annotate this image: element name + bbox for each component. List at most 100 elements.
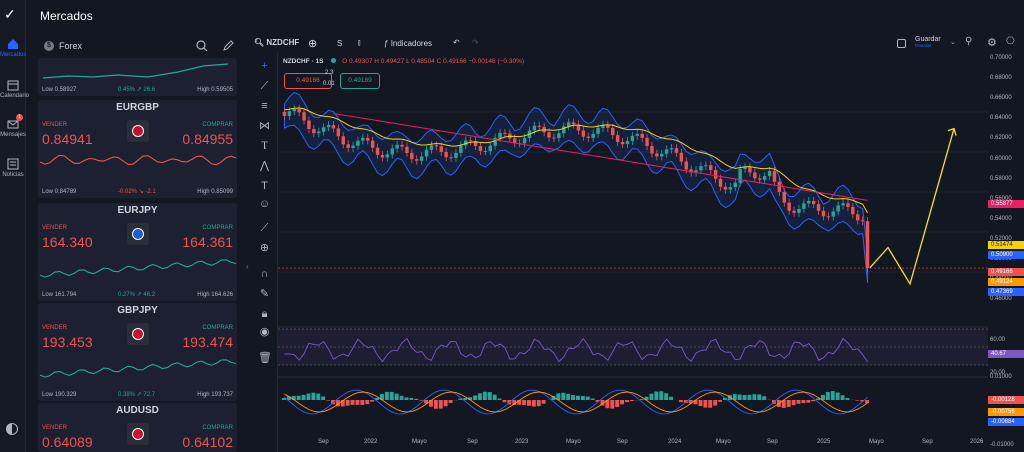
macd-bar bbox=[531, 400, 536, 407]
macd-bar bbox=[458, 398, 463, 400]
candle bbox=[591, 133, 595, 138]
change-value: 0.38% ↗ 72.7 bbox=[118, 392, 156, 398]
candle bbox=[792, 210, 796, 213]
camera-icon[interactable]: ⎔ bbox=[1006, 36, 1015, 47]
buy-price-button[interactable]: 193.474 bbox=[182, 334, 233, 350]
mini-chart bbox=[39, 154, 237, 166]
price-tick: 0.66000 bbox=[990, 95, 1012, 102]
quick-search-icon[interactable]: ⚲ bbox=[965, 36, 973, 47]
top-card-partial[interactable]: Low 0.58927 0.45% ↗ 26.6 High 0.59505 bbox=[38, 58, 237, 96]
candle bbox=[772, 170, 777, 182]
layout-checkbox[interactable] bbox=[897, 39, 906, 48]
theme-toggle-icon[interactable] bbox=[6, 423, 18, 435]
macd-bar bbox=[585, 396, 590, 400]
pair-flag-icon bbox=[127, 120, 149, 142]
macd-bar bbox=[463, 397, 468, 400]
price-chart[interactable] bbox=[278, 52, 988, 452]
change-value: 0.27% ↗ 46.2 bbox=[118, 292, 156, 298]
market-card-gbpjpy[interactable]: GBPJPY VENDER COMPRAR 193.453 193.474 Low 190… bbox=[38, 303, 237, 401]
pattern-icon[interactable]: ⋀ bbox=[259, 160, 270, 172]
trash-icon[interactable]: 🗑︎ bbox=[258, 352, 272, 364]
candle bbox=[699, 166, 703, 171]
sell-price-button[interactable]: 0.84941 bbox=[42, 131, 93, 147]
time-tick: 2025 bbox=[817, 439, 831, 445]
market-card-eurgbp[interactable]: EURGBP VENDER COMPRAR 0.84941 0.84955 Low 0.8… bbox=[38, 100, 237, 198]
undo-icon[interactable]: ↶ bbox=[453, 38, 460, 47]
macd-line bbox=[284, 389, 868, 415]
rsi-band bbox=[278, 329, 988, 365]
save-button[interactable]: Guardar Guardar bbox=[915, 36, 941, 48]
emoji-icon[interactable]: ☺ bbox=[258, 198, 271, 210]
add-symbol-icon[interactable]: ⊕ bbox=[308, 38, 318, 50]
search-icon[interactable] bbox=[196, 40, 208, 52]
market-card-eurjpy[interactable]: EURJPY VENDER COMPRAR 164.340 164.361 Low 161… bbox=[38, 203, 237, 301]
market-card-audusd[interactable]: AUDUSD VENDER COMPRAR 0.64089 0.64102 bbox=[38, 403, 237, 452]
rail-item-noticias[interactable]: Noticias bbox=[0, 158, 26, 178]
interval-button[interactable]: S bbox=[337, 39, 343, 48]
buy-quote-button[interactable]: 0.49189 bbox=[340, 73, 380, 89]
forex-section-header[interactable]: $ Forex bbox=[44, 41, 82, 51]
candle bbox=[650, 145, 654, 154]
ruler-icon[interactable]: ⟋ bbox=[260, 222, 269, 234]
eye-icon[interactable]: ◉ bbox=[259, 326, 270, 338]
buy-label: COMPRAR bbox=[202, 325, 233, 331]
chevron-down-icon[interactable]: ⌄ bbox=[950, 39, 956, 46]
candle bbox=[341, 136, 345, 145]
app-logo: ✓ bbox=[4, 6, 16, 22]
trendline-icon[interactable]: ⟋ bbox=[260, 80, 269, 92]
candle bbox=[816, 204, 821, 211]
text-icon[interactable]: T bbox=[261, 180, 268, 192]
candle bbox=[655, 153, 659, 157]
macd-bar bbox=[384, 391, 389, 400]
candle bbox=[419, 156, 424, 161]
pitchfork-icon[interactable]: ⋈ bbox=[259, 120, 270, 132]
candle bbox=[586, 136, 590, 138]
chart-type-icon[interactable]: ⫾ bbox=[358, 38, 361, 47]
lock-drawing-icon[interactable]: ✎ bbox=[259, 288, 270, 300]
magnet-icon[interactable]: ∩ bbox=[260, 268, 269, 280]
projection-arrow[interactable] bbox=[869, 128, 955, 286]
macd-bar bbox=[620, 400, 625, 405]
zoom-icon[interactable]: ⊕ bbox=[259, 242, 270, 254]
legend-high: H 0.49427 bbox=[374, 58, 405, 65]
sell-quote-button[interactable]: 0.49166 bbox=[284, 73, 332, 89]
sell-label: VENDER bbox=[42, 325, 68, 331]
candle bbox=[826, 216, 831, 218]
rsi-tick: 60.00 bbox=[990, 337, 1006, 343]
rail-item-mercados[interactable]: Mercados bbox=[0, 38, 26, 58]
rail-item-mensajes[interactable]: Mensajes 1 bbox=[0, 114, 26, 138]
chart-symbol-button[interactable]: 🔍︎ NZDCHF bbox=[254, 38, 299, 47]
macd-bar bbox=[306, 393, 311, 400]
candle bbox=[753, 172, 757, 179]
rail-label: Calendario bbox=[0, 93, 30, 99]
candle bbox=[851, 206, 855, 215]
price-axis[interactable]: 0.70000 0.68000 0.66000 0.64000 0.62000 0.600… bbox=[988, 52, 1024, 448]
buy-price-button[interactable]: 0.84955 bbox=[182, 131, 233, 147]
buy-label: COMPRAR bbox=[202, 122, 233, 128]
collapse-panel-icon[interactable]: ‹ bbox=[246, 262, 249, 271]
sell-price-button[interactable]: 164.340 bbox=[42, 234, 93, 250]
rail-item-calendario[interactable]: Calendario bbox=[0, 79, 30, 99]
sma-line bbox=[333, 113, 868, 201]
card-symbol: AUDUSD bbox=[116, 405, 159, 416]
macd-bar bbox=[429, 400, 433, 407]
legend-low: L 0.48504 bbox=[406, 58, 435, 65]
fib-icon[interactable]: Ⲧ bbox=[261, 140, 268, 152]
macd-bar bbox=[497, 398, 502, 400]
buy-price-button[interactable]: 164.361 bbox=[182, 234, 233, 250]
channel-icon[interactable]: ≡ bbox=[261, 100, 268, 112]
edit-icon[interactable] bbox=[222, 40, 234, 52]
card-symbol: EURGBP bbox=[116, 102, 159, 113]
candle bbox=[566, 122, 571, 127]
macd-bar bbox=[556, 393, 561, 400]
sell-price-button[interactable]: 193.453 bbox=[42, 334, 93, 350]
redo-icon[interactable]: ↷ bbox=[472, 38, 479, 47]
settings-icon[interactable]: ⚙ bbox=[987, 37, 997, 49]
lock-icon[interactable]: 🔒︎ bbox=[261, 308, 268, 320]
buy-price-button[interactable]: 0.64102 bbox=[182, 434, 233, 450]
price-tick: 0.46000 bbox=[990, 296, 1012, 303]
indicators-button[interactable]: ƒ Indicadores bbox=[384, 39, 432, 48]
sell-price-button[interactable]: 0.64089 bbox=[42, 434, 93, 450]
candle bbox=[351, 145, 355, 148]
crosshair-icon[interactable]: + bbox=[261, 60, 268, 72]
